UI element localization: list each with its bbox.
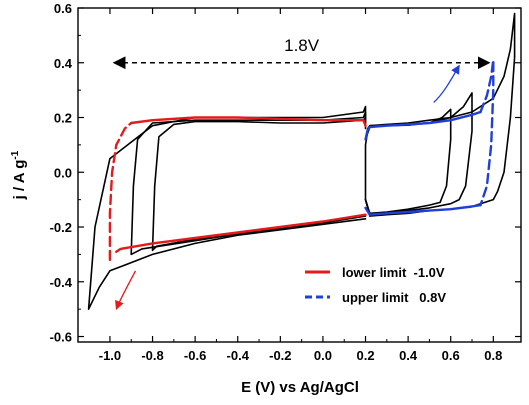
- series-line-10: [364, 203, 482, 216]
- y-axis-title: j / A g-1: [10, 150, 28, 200]
- y-tick-label-3: 0.0: [54, 165, 72, 180]
- x-tick-label-3: -0.4: [227, 348, 250, 363]
- y-axis-title-main: j / A g: [11, 160, 28, 201]
- series-line-5: [108, 121, 133, 262]
- series-line-1: [130, 111, 367, 256]
- direction-arrow-1: [115, 270, 137, 310]
- series-line-4: [129, 116, 367, 127]
- x-tick-label-8: 0.6: [442, 348, 460, 363]
- series-line-7: [364, 92, 473, 216]
- direction-arrow-0: [433, 64, 460, 103]
- x-tick-label-5: 0.0: [314, 348, 332, 363]
- y-tick-label-2: -0.2: [50, 220, 72, 235]
- series-line-0: [87, 105, 367, 310]
- series-line-6: [364, 12, 516, 217]
- series-line-11: [479, 58, 495, 207]
- y-tick-label-4: 0.2: [54, 111, 72, 126]
- legend: lower limit -1.0V upper limit 0.8V: [305, 265, 446, 305]
- x-tick-label-0: -1.0: [99, 348, 121, 363]
- x-tick-label-2: -0.6: [184, 348, 206, 363]
- x-tick-label-4: -0.2: [269, 348, 291, 363]
- y-tick-label-6: 0.6: [54, 1, 72, 16]
- legend-label-upper: upper limit 0.8V: [342, 290, 446, 305]
- x-tick-label-9: 0.8: [484, 348, 502, 363]
- y-tick-label-5: 0.4: [54, 56, 73, 71]
- span-label: 1.8V: [284, 36, 320, 55]
- y-tick-label-0: -0.6: [50, 330, 72, 345]
- y-tick-label-1: -0.4: [50, 275, 73, 290]
- x-tick-label-6: 0.2: [356, 348, 374, 363]
- series-line-3: [115, 213, 367, 253]
- x-tick-label-7: 0.4: [399, 348, 418, 363]
- series-line-9: [364, 110, 482, 141]
- plot-frame: [77, 7, 522, 343]
- legend-label-lower: lower limit -1.0V: [342, 265, 445, 280]
- x-axis-title: E (V) vs Ag/AgCl: [241, 379, 359, 396]
- x-tick-label-1: -0.8: [141, 348, 163, 363]
- y-axis-title-sup: -1: [10, 150, 21, 159]
